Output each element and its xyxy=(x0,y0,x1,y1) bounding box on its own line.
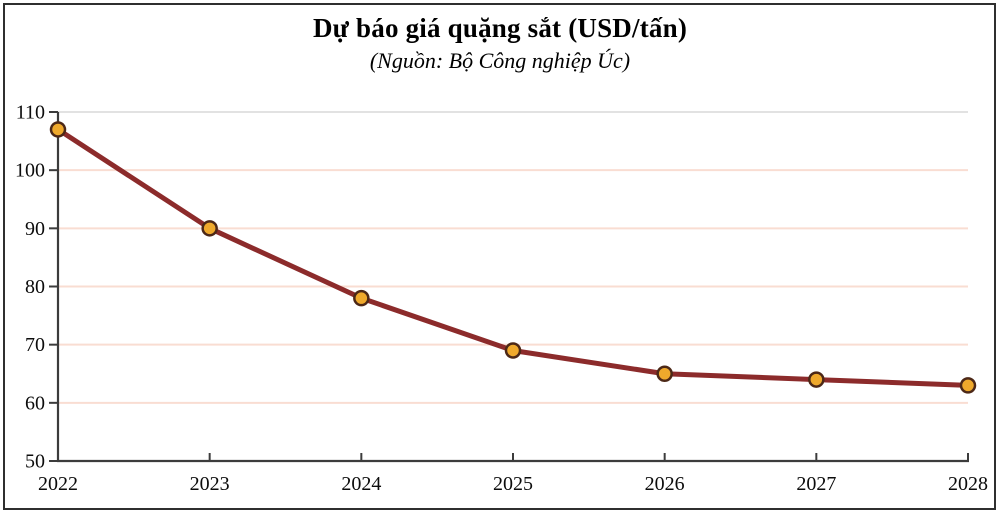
data-point-marker xyxy=(504,342,522,359)
x-axis-label: 2023 xyxy=(190,473,230,495)
data-point-marker xyxy=(49,121,67,138)
data-point-marker xyxy=(353,289,370,307)
data-point-marker xyxy=(201,220,218,237)
x-axis-label: 2026 xyxy=(645,473,685,495)
x-axis-label: 2025 xyxy=(493,473,533,495)
data-point-marker xyxy=(656,365,673,382)
y-axis-label: 90 xyxy=(25,218,45,240)
chart-subtitle: (Nguồn: Bộ Công nghiệp Úc) xyxy=(369,47,631,73)
y-axis-label: 60 xyxy=(25,392,45,414)
x-axis-label: 2022 xyxy=(38,473,78,495)
data-point-marker xyxy=(959,377,977,394)
x-axis-label: 2028 xyxy=(948,473,988,495)
x-axis-label: 2027 xyxy=(796,473,836,495)
y-axis-label: 80 xyxy=(25,276,45,298)
y-axis-label: 100 xyxy=(15,160,45,182)
y-axis-label: 50 xyxy=(25,451,45,473)
chart-title: Dự báo giá quặng sắt (USD/tấn) xyxy=(312,13,688,43)
y-axis-label: 70 xyxy=(25,334,45,356)
x-axis-label: 2024 xyxy=(341,473,381,495)
chart-header: Dự báo giá quặng sắt (USD/tấn) (Nguồn: B… xyxy=(0,12,1000,74)
data-point-marker xyxy=(808,371,825,388)
y-axis-label: 110 xyxy=(16,102,45,124)
